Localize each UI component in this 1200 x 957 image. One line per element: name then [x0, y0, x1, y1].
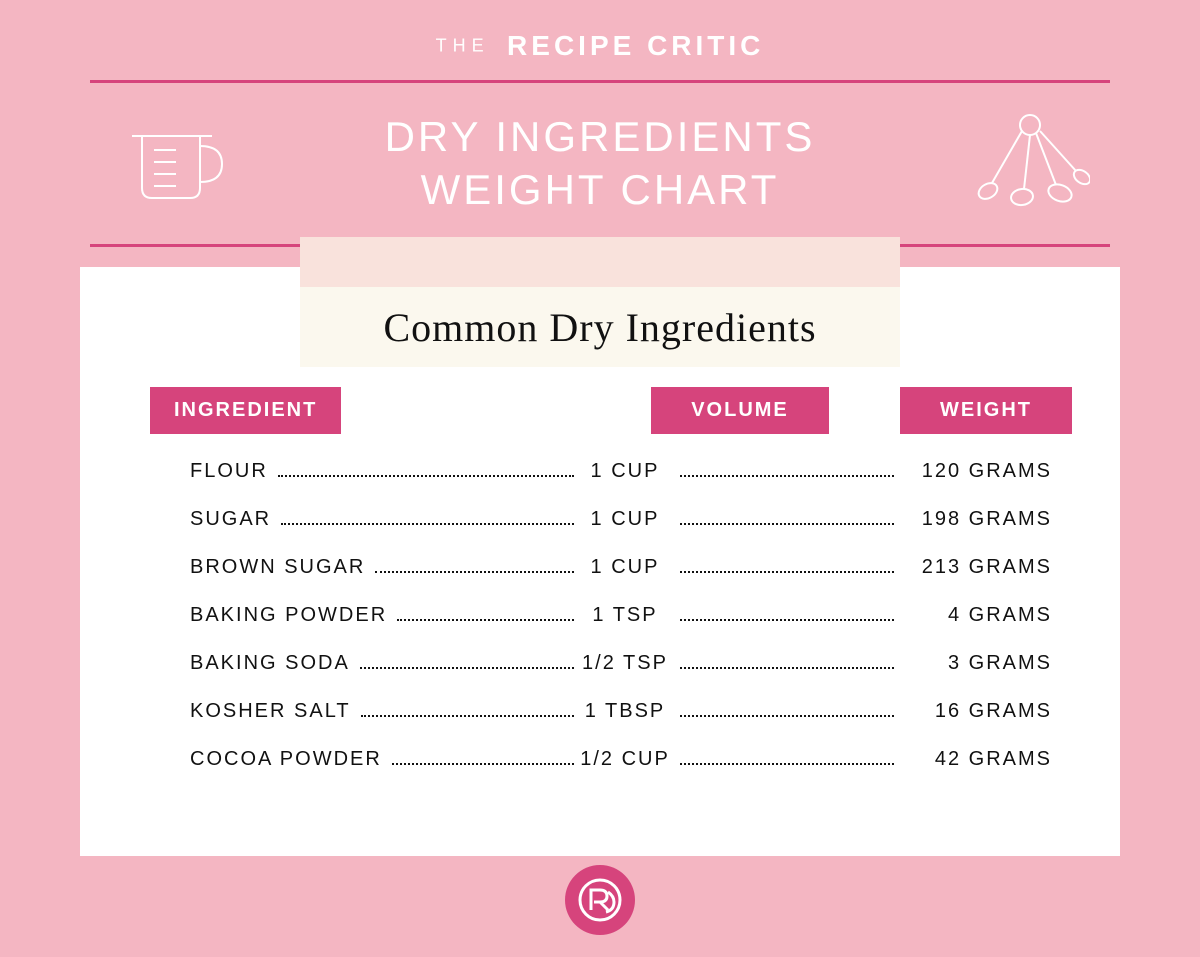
col-ingredient: INGREDIENT FLOUR SUGAR BROWN SUGAR BAKING P… — [150, 387, 580, 796]
col-weight: WEIGHT 120 GRAMS 198 GRAMS 213 GRAMS 4 GRAM… — [900, 387, 1072, 796]
table-row: KOSHER SALT — [150, 700, 580, 748]
table-row: 198 GRAMS — [900, 508, 1072, 556]
ingredient-cell: SUGAR — [190, 508, 271, 531]
subheading: Common Dry Ingredients — [300, 287, 900, 367]
table-row: 16 GRAMS — [900, 700, 1072, 748]
page-title: DRY INGREDIENTS WEIGHT CHART — [385, 111, 816, 216]
weight-cell: 213 GRAMS — [922, 556, 1052, 579]
volume-cell: 1 CUP — [580, 508, 670, 531]
weight-cell: 3 GRAMS — [948, 652, 1052, 675]
table-row: 1 CUP — [580, 508, 900, 556]
brand-name: RECIPE CRITIC — [507, 30, 764, 61]
table-row: FLOUR — [150, 460, 580, 508]
table-row: BAKING POWDER — [150, 604, 580, 652]
leader-dots — [392, 763, 574, 765]
header-ingredient: INGREDIENT — [150, 387, 341, 434]
brand-badge — [565, 865, 635, 935]
measuring-spoons-icon — [970, 111, 1090, 216]
leader-dots — [361, 715, 574, 717]
top-rule — [90, 80, 1110, 83]
ingredient-cell: BAKING SODA — [190, 652, 350, 675]
volume-cell: 1 TBSP — [580, 700, 670, 723]
leader-dots — [278, 475, 574, 477]
brand-header: THE RECIPE CRITIC — [0, 0, 1200, 62]
leader-dots — [680, 763, 894, 765]
title-line1: DRY INGREDIENTS — [385, 111, 816, 164]
volume-cell: 1/2 CUP — [580, 748, 670, 771]
volume-cell: 1 CUP — [580, 460, 670, 483]
table-row: 1 CUP — [580, 556, 900, 604]
table-row: 213 GRAMS — [900, 556, 1072, 604]
table-row: 1 CUP — [580, 460, 900, 508]
col-volume: VOLUME 1 CUP 1 CUP 1 CUP 1 TSP 1/2 TSP 1 TBSP… — [580, 387, 900, 796]
header-volume: VOLUME — [651, 387, 829, 434]
table-row: 3 GRAMS — [900, 652, 1072, 700]
header-weight: WEIGHT — [900, 387, 1072, 434]
table-row: 120 GRAMS — [900, 460, 1072, 508]
ingredient-cell: COCOA POWDER — [190, 748, 382, 771]
volume-cell: 1 CUP — [580, 556, 670, 579]
leader-dots — [680, 475, 894, 477]
measuring-cup-icon — [130, 116, 230, 211]
weight-cell: 42 GRAMS — [935, 748, 1052, 771]
title-line2: WEIGHT CHART — [385, 164, 816, 217]
ingredient-cell: FLOUR — [190, 460, 268, 483]
table-row: 1 TSP — [580, 604, 900, 652]
weight-cell: 4 GRAMS — [948, 604, 1052, 627]
leader-dots — [680, 667, 894, 669]
weight-cell: 198 GRAMS — [922, 508, 1052, 531]
table-row: 1/2 CUP — [580, 748, 900, 796]
brand-prefix: THE — [436, 36, 490, 56]
leader-dots — [281, 523, 574, 525]
weight-cell: 120 GRAMS — [922, 460, 1052, 483]
leader-dots — [680, 523, 894, 525]
weight-cell: 16 GRAMS — [935, 700, 1052, 723]
table-row: BROWN SUGAR — [150, 556, 580, 604]
leader-dots — [680, 571, 894, 573]
ingredient-cell: BROWN SUGAR — [190, 556, 365, 579]
table-row: 1 TBSP — [580, 700, 900, 748]
leader-dots — [680, 619, 894, 621]
leader-dots — [397, 619, 574, 621]
volume-cell: 1 TSP — [580, 604, 670, 627]
title-row: DRY INGREDIENTS WEIGHT CHART — [0, 101, 1200, 226]
table-row: 42 GRAMS — [900, 748, 1072, 796]
card-wrap: INGREDIENT FLOUR SUGAR BROWN SUGAR BAKING P… — [0, 267, 1200, 856]
leader-dots — [680, 715, 894, 717]
leader-dots — [375, 571, 574, 573]
ingredient-cell: KOSHER SALT — [190, 700, 351, 723]
table-row: 1/2 TSP — [580, 652, 900, 700]
volume-cell: 1/2 TSP — [580, 652, 670, 675]
ingredient-cell: BAKING POWDER — [190, 604, 387, 627]
leader-dots — [360, 667, 574, 669]
table-row: COCOA POWDER — [150, 748, 580, 796]
table-row: 4 GRAMS — [900, 604, 1072, 652]
table-row: BAKING SODA — [150, 652, 580, 700]
table-row: SUGAR — [150, 508, 580, 556]
